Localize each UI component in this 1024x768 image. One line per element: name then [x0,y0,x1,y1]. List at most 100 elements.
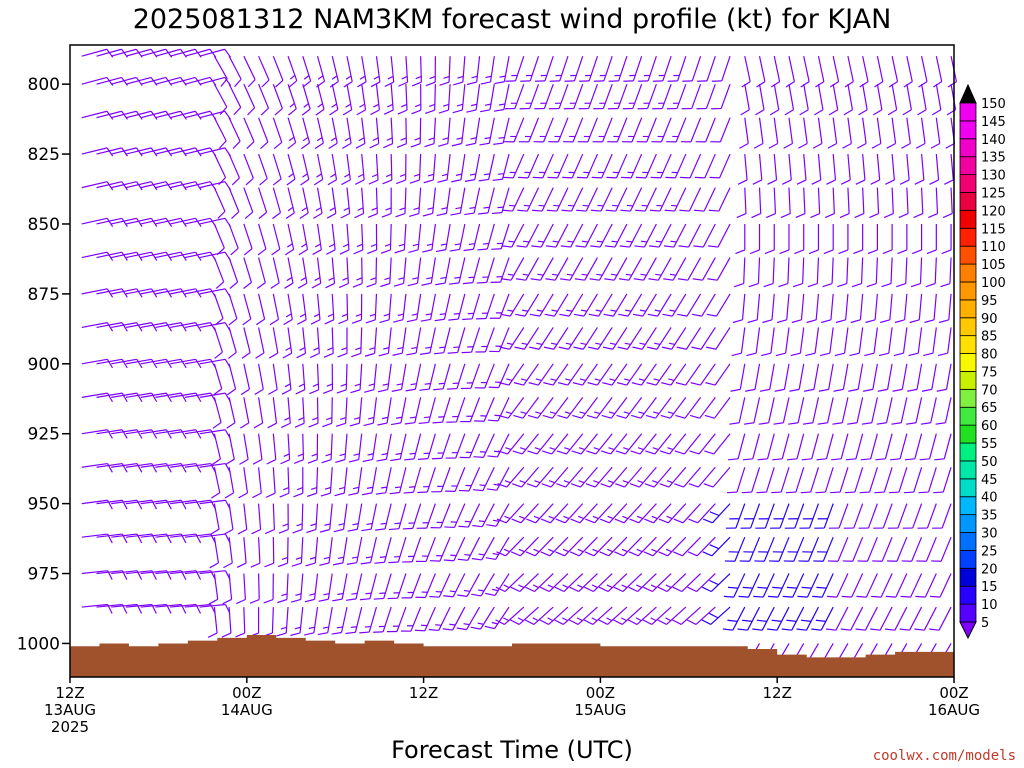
wind-barb [422,223,436,253]
wind-barb [125,288,158,298]
colorbar-label: 5 [981,616,989,631]
wind-barb [613,606,643,626]
wind-barb [755,503,775,529]
colorbar-swatch [959,353,977,372]
wind-barb [659,466,687,488]
wind-barb [912,223,923,255]
wind-barb [845,433,864,461]
wind-barb [397,84,408,115]
wind-barb [674,433,702,455]
wind-barb [285,187,295,220]
wind-barb [739,117,749,149]
wind-barb [452,84,466,114]
wind-barb [213,55,228,87]
wind-barb [804,363,820,392]
wind-barb [873,84,883,116]
wind-barb [723,573,746,598]
wind-barb [96,181,128,191]
wind-barb [783,117,794,149]
colorbar-label: 55 [981,437,998,452]
wind-barb [403,467,422,494]
wind-barb [322,363,334,394]
wind-barb [513,396,540,419]
wind-barb [751,187,762,219]
wind-barb [696,83,716,110]
wind-barb [687,573,716,593]
wind-barb [432,397,451,424]
wind-barb [303,607,319,636]
wind-barb [382,154,393,185]
wind-barb [340,187,351,219]
wind-barb [663,223,687,248]
wind-barb [239,397,250,429]
wind-barb [704,433,731,455]
wind-barb [534,55,554,82]
wind-barb [264,537,275,568]
wind-barb [448,257,466,285]
wind-barb [748,257,761,288]
wind-barb [375,503,392,531]
wind-barb [827,117,838,149]
colorbar: 5 10 15 20 25 30 35 40 45 50 55 60 65 70 75 80 85 90 95 100… [959,83,1006,640]
wind-barb [661,327,687,350]
wind-barb [170,147,202,157]
wind-barb [913,187,924,219]
wind-barb [621,117,643,143]
wind-barb [824,187,835,219]
wind-barb [615,433,643,455]
wind-barb [649,187,672,212]
wind-barb [335,397,348,427]
wind-barb [301,117,311,150]
wind-barb [361,503,378,532]
wind-barb [96,392,128,403]
wind-barb [378,327,392,357]
wind-barb [302,56,312,88]
wind-barb [810,187,821,219]
wind-barb [309,327,320,359]
wind-barb [356,84,367,116]
wind-barbs [81,48,958,667]
wind-barb [500,293,525,317]
y-tick-label: 850 [28,215,60,235]
wind-barb [638,55,657,82]
wind-barb [693,223,716,248]
wind-barb [753,573,775,598]
wind-barb [644,503,672,524]
wind-barb [634,223,657,248]
wind-barb [438,84,451,114]
wind-barb [556,433,584,455]
wind-barb [570,466,598,488]
wind-barb [228,257,239,289]
colorbar-swatch [959,138,977,158]
wind-barb [315,84,325,116]
wind-barb [458,467,481,492]
wind-barb [308,397,319,428]
wind-barb [81,429,113,439]
colorbar-swatch [959,585,977,605]
wind-barb [524,606,554,626]
wind-barb [541,466,569,488]
wind-barb [839,187,850,219]
wind-barb [243,55,256,88]
wind-barb [502,187,525,212]
wind-barb [254,363,264,396]
wind-barb [928,187,939,219]
wind-barb [249,607,260,638]
wind-barb [876,397,893,425]
wind-barb [657,606,687,626]
wind-barb [276,607,289,637]
wind-barb [471,536,495,561]
wind-barb [485,536,510,561]
wind-barb [279,467,290,498]
wind-barb [784,84,795,116]
colorbar-label: 140 [981,133,1006,148]
wind-barb [831,433,849,461]
wind-barb [281,397,291,429]
wind-barb [515,257,540,281]
wind-barb [701,573,731,593]
wind-barb [811,606,834,631]
wind-barb [598,573,628,593]
wind-barb [883,187,894,219]
y-tick-label: 950 [28,495,60,515]
wind-barb [300,153,310,186]
